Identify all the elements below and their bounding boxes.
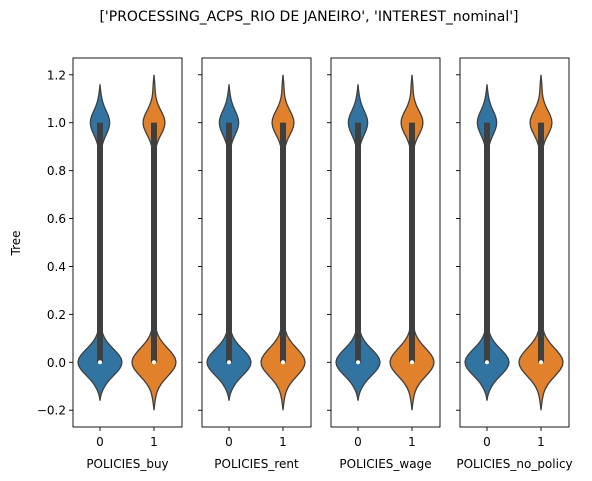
- chart-title: ['PROCESSING_ACPS_RIO DE JANEIRO', 'INTE…: [99, 9, 518, 25]
- violin-median-dot: [356, 360, 360, 365]
- y-tick-label: −0.2: [37, 404, 66, 418]
- violin-iqr-box: [409, 122, 415, 363]
- y-tick-label: 1.0: [47, 116, 66, 130]
- violin-iqr-box: [151, 122, 157, 363]
- y-tick-label: 0.4: [47, 260, 66, 274]
- subplot-POLICIES_no_policy: 0 1 POLICIES_no_policy: [456, 57, 573, 471]
- y-tick-label: 0.0: [47, 356, 66, 370]
- violin-median-dot: [485, 360, 489, 365]
- violin-median-dot: [152, 360, 156, 365]
- subplot-frame: [330, 57, 441, 428]
- subplot-POLICIES_wage: 0 1 POLICIES_wage: [327, 57, 441, 471]
- violin-median-dot: [410, 360, 414, 365]
- x-axis-label: POLICIES_rent: [214, 457, 299, 471]
- violin-iqr-box: [97, 122, 103, 363]
- subplot-POLICIES_rent: 0 1 POLICIES_rent: [198, 57, 312, 471]
- subplot-POLICIES_buy: −0.2 0.0 0.2 0.4 0.6 0.8 1.0 1.2 0 1 POLICIES_buy: [37, 57, 183, 471]
- subplot-grid: −0.2 0.0 0.2 0.4 0.6 0.8 1.0 1.2 0 1 POLICIES_buy 0…: [37, 57, 573, 471]
- violin-iqr-box: [484, 122, 490, 363]
- y-axis-label: Tree: [9, 230, 23, 256]
- x-tick-label: 0: [96, 435, 104, 449]
- violin-iqr-box: [226, 122, 232, 363]
- x-tick-label: 0: [354, 435, 362, 449]
- x-tick-label: 0: [483, 435, 491, 449]
- x-tick-label: 1: [150, 435, 158, 449]
- violin-median-dot: [227, 360, 231, 365]
- violin-iqr-box: [355, 122, 361, 363]
- violin-median-dot: [98, 360, 102, 365]
- y-tick-label: 0.6: [47, 212, 66, 226]
- y-tick-label: 1.2: [47, 68, 66, 82]
- y-tick-label: 0.2: [47, 308, 66, 322]
- x-tick-label: 1: [279, 435, 287, 449]
- x-axis-label: POLICIES_buy: [86, 457, 168, 471]
- x-axis-label: POLICIES_no_policy: [456, 457, 572, 471]
- violin-iqr-box: [538, 122, 544, 363]
- subplot-frame: [72, 57, 183, 428]
- x-tick-label: 0: [225, 435, 233, 449]
- x-tick-label: 1: [537, 435, 545, 449]
- x-axis-label: POLICIES_wage: [339, 457, 431, 471]
- subplot-frame: [459, 57, 570, 428]
- violin-iqr-box: [280, 122, 286, 363]
- x-tick-label: 1: [408, 435, 416, 449]
- violin-median-dot: [281, 360, 285, 365]
- subplot-frame: [201, 57, 312, 428]
- y-tick-label: 0.8: [47, 164, 66, 178]
- violin-median-dot: [539, 360, 543, 365]
